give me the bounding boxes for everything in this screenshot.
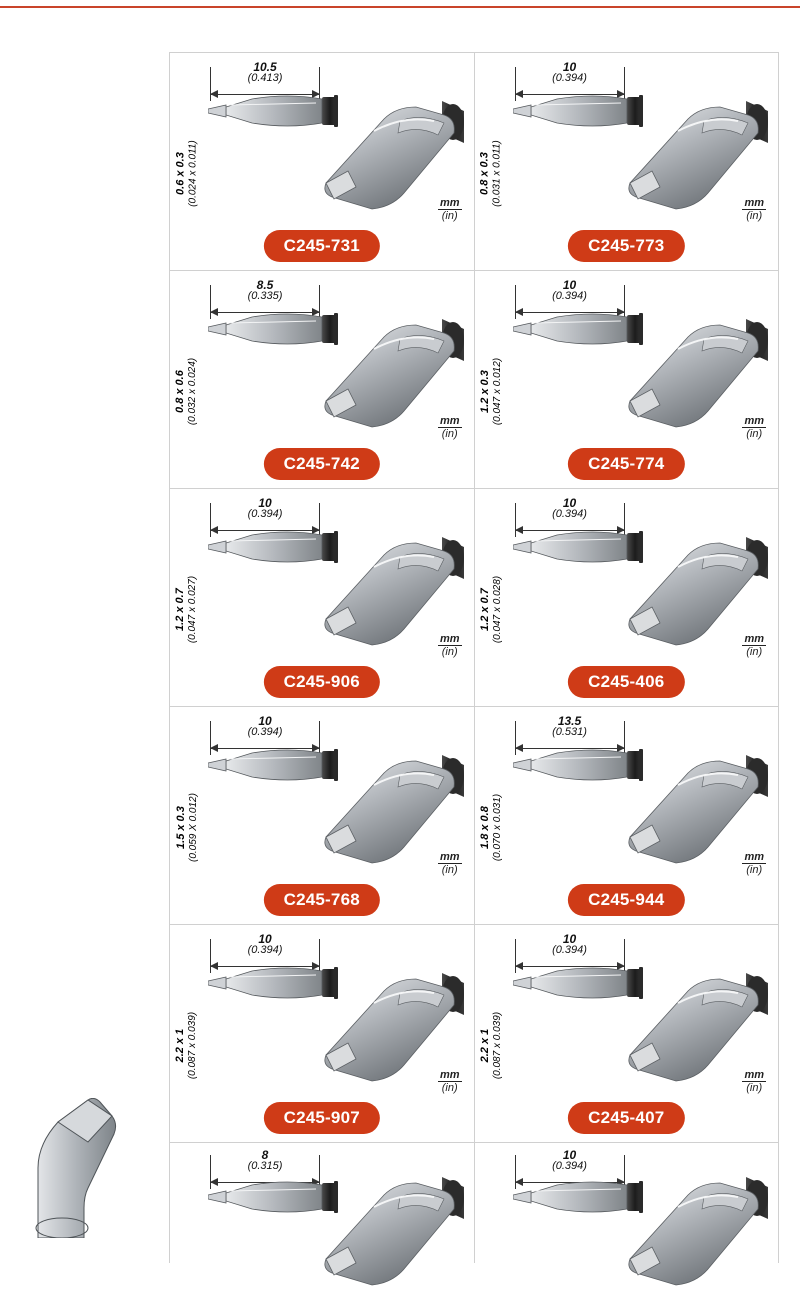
dimension-height-mm: 0.8 x 0.6 (174, 371, 186, 414)
dimension-width-in: (0.335) (210, 291, 320, 302)
unit-in: (in) (742, 864, 766, 876)
unit-in: (in) (438, 1082, 462, 1094)
dimension-height-mm: 2.2 x 1 (174, 1029, 186, 1063)
dimension-width-in: (0.394) (210, 945, 320, 956)
dimension-width-in: (0.531) (515, 727, 625, 738)
unit-mm: mm (438, 851, 462, 864)
product-cell: 13.5 (0.531) 1.8 x 0.8 (0.070 x 0.031) (475, 707, 780, 925)
top-rule (0, 6, 800, 8)
unit-mm: mm (742, 851, 766, 864)
dimension-width-in: (0.394) (515, 73, 625, 84)
product-cell: 8.5 (0.335) 0.8 x 0.6 (0.032 x 0.024) (170, 271, 475, 489)
dimension-width-in: (0.394) (515, 945, 625, 956)
unit-label: mm (in) (742, 633, 766, 658)
dimension-height-in: (0.047 x 0.027) (187, 576, 198, 643)
dimension-height-mm: 1.2 x 0.3 (479, 371, 491, 414)
unit-mm: mm (742, 197, 766, 210)
dimension-height: 0.8 x 0.3 (0.031 x 0.011) (479, 109, 505, 239)
unit-label: mm (in) (438, 633, 462, 658)
unit-label: mm (in) (438, 415, 462, 440)
dimension-height-mm: 1.5 x 0.3 (174, 807, 186, 850)
product-cell: 10 (0.394) 1.2 x 0.7 (0.047 x 0.027) (170, 489, 475, 707)
dimension-width-in: (0.413) (210, 73, 320, 84)
dimension-height: 2.2 x 1 (0.087 x 0.039) (174, 981, 200, 1111)
product-cell: 10 (0.394) 1.2 x 0.7 (0.047 x 0.028) (475, 489, 780, 707)
dimension-width-in: (0.394) (515, 291, 625, 302)
dimension-height-mm: 2.2 x 1 (479, 1029, 491, 1063)
unit-mm: mm (438, 633, 462, 646)
unit-label: mm (in) (438, 1069, 462, 1094)
dimension-height: 1.2 x 0.3 (0.047 x 0.012) (479, 327, 505, 457)
dimension-height: 1.2 x 0.7 (0.047 x 0.028) (479, 545, 505, 675)
unit-mm: mm (438, 197, 462, 210)
dimension-height: 2.2 x 1 (0.087 x 0.039) (479, 981, 505, 1111)
unit-label: mm (in) (742, 415, 766, 440)
unit-mm: mm (742, 415, 766, 428)
tip-iso-view (304, 1177, 464, 1297)
dimension-height-mm: 0.6 x 0.3 (174, 153, 186, 196)
dimension-height-in: (0.087 x 0.039) (187, 1012, 198, 1079)
dimension-width-in: (0.394) (210, 509, 320, 520)
dimension-height: 0.8 x 0.6 (0.032 x 0.024) (174, 327, 200, 457)
unit-in: (in) (438, 646, 462, 658)
unit-mm: mm (742, 1069, 766, 1082)
unit-in: (in) (438, 428, 462, 440)
category-tip-icon (18, 1098, 128, 1238)
unit-in: (in) (742, 646, 766, 658)
product-cell: 10 (0.394) 1.5 x 0.3 (0.059 X 0.012) (170, 707, 475, 925)
part-number-pill: C245-774 (568, 448, 684, 480)
unit-in: (in) (742, 210, 766, 222)
dimension-height: 1.5 x 0.3 (0.059 X 0.012) (174, 763, 200, 893)
dimension-height-in: (0.087 x 0.039) (492, 1012, 503, 1079)
unit-label: mm (in) (742, 1069, 766, 1094)
unit-label: mm (in) (438, 851, 462, 876)
dimension-height: 0.6 x 0.3 (0.024 x 0.011) (174, 109, 200, 239)
dimension-height-mm: 0.8 x 0.3 (479, 153, 491, 196)
dimension-height-in: (0.047 x 0.028) (492, 576, 503, 643)
product-cell: 10 (0.394) 1.2 x 0.3 (0.047 x 0.012) (475, 271, 780, 489)
part-number-pill: C245-907 (264, 1102, 380, 1134)
dimension-height-in: (0.070 x 0.031) (492, 794, 503, 861)
product-cell: 10 (0.394) 2.2 x 1 (0.087 x 0.039) (170, 925, 475, 1143)
dimension-height-in: (0.031 x 0.011) (492, 141, 503, 208)
unit-label: mm (in) (742, 851, 766, 876)
part-number-pill: C245-944 (568, 884, 684, 916)
dimension-height-in: (0.059 X 0.012) (187, 794, 198, 863)
product-cell: 10 (0.394) 2.2 x 1 (0.087 x 0.039) (475, 925, 780, 1143)
product-cell: 10 (0.394) (475, 1143, 780, 1263)
dimension-height-in: (0.032 x 0.024) (187, 358, 198, 425)
dimension-height-mm: 1.8 x 0.8 (479, 807, 491, 850)
part-number-pill: C245-768 (264, 884, 380, 916)
dimension-height-mm: 1.2 x 0.7 (479, 589, 491, 632)
part-number-pill: C245-406 (568, 666, 684, 698)
unit-mm: mm (438, 415, 462, 428)
dimension-height-in: (0.047 x 0.012) (492, 358, 503, 425)
product-grid: 10.5 (0.413) 0.6 x 0.3 (0.024 x 0.011) (169, 52, 779, 1263)
product-cell: 10.5 (0.413) 0.6 x 0.3 (0.024 x 0.011) (170, 53, 475, 271)
dimension-height: 1.2 x 0.7 (0.047 x 0.027) (174, 545, 200, 675)
unit-in: (in) (438, 864, 462, 876)
unit-in: (in) (438, 210, 462, 222)
unit-in: (in) (742, 428, 766, 440)
dimension-height-mm: 1.2 x 0.7 (174, 589, 186, 632)
unit-mm: mm (438, 1069, 462, 1082)
dimension-width-in: (0.394) (515, 509, 625, 520)
product-cell: 10 (0.394) 0.8 x 0.3 (0.031 x 0.011) (475, 53, 780, 271)
unit-mm: mm (742, 633, 766, 646)
dimension-height: 1.8 x 0.8 (0.070 x 0.031) (479, 763, 505, 893)
unit-label: mm (in) (742, 197, 766, 222)
part-number-pill: C245-773 (568, 230, 684, 262)
part-number-pill: C245-407 (568, 1102, 684, 1134)
product-cell: 8 (0.315) (170, 1143, 475, 1263)
dimension-height-in: (0.024 x 0.011) (187, 141, 198, 208)
part-number-pill: C245-742 (264, 448, 380, 480)
part-number-pill: C245-906 (264, 666, 380, 698)
part-number-pill: C245-731 (264, 230, 380, 262)
unit-label: mm (in) (438, 197, 462, 222)
dimension-width-in: (0.394) (210, 727, 320, 738)
unit-in: (in) (742, 1082, 766, 1094)
tip-iso-view (608, 1177, 768, 1297)
